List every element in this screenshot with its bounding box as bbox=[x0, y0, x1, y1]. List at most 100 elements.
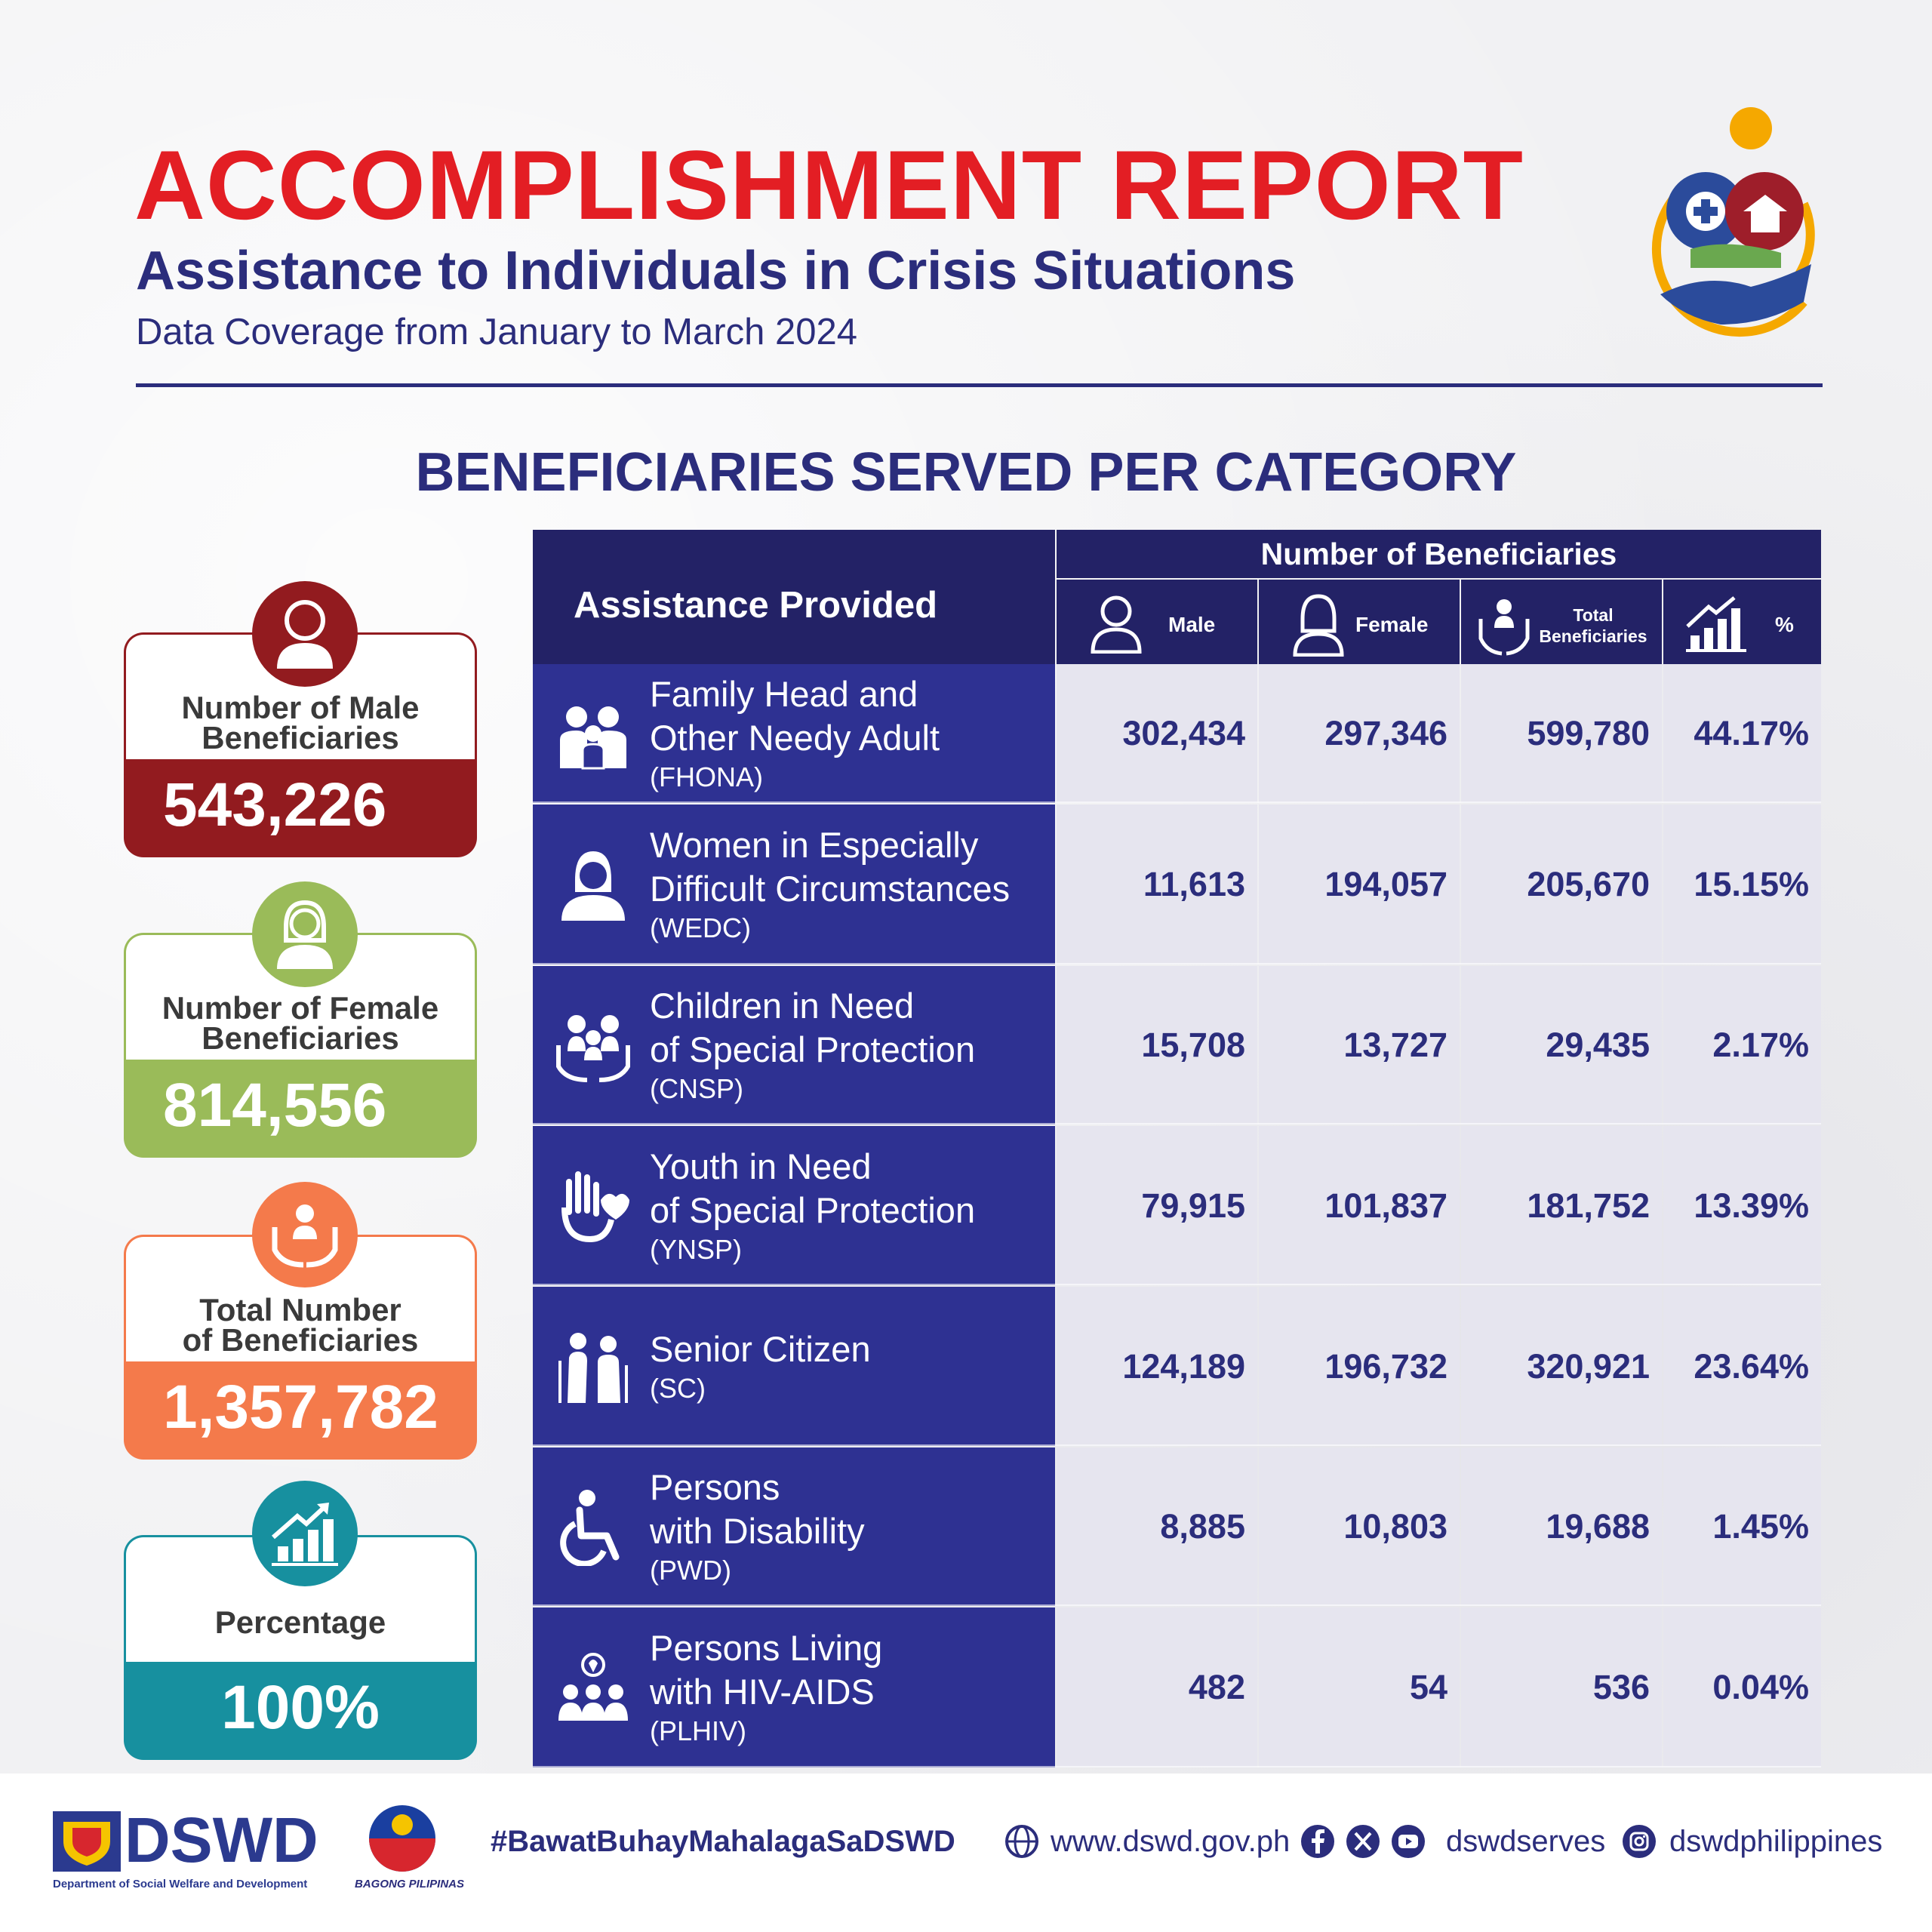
row-divider bbox=[533, 963, 1821, 964]
male-card-label-2: Beneficiaries bbox=[202, 720, 399, 755]
category-abbreviation: (SC) bbox=[650, 1373, 706, 1404]
category-name-line1: Women in Especially bbox=[650, 825, 979, 865]
male-column-icon bbox=[1091, 595, 1142, 654]
male-value: 302,434 bbox=[1057, 664, 1257, 803]
category-cell: Children in Need of Special Protection (CN… bbox=[533, 966, 1055, 1124]
category-abbreviation: (WEDC) bbox=[650, 912, 751, 943]
table-row: Senior Citizen (SC) 124,189 196,732 320,921 2… bbox=[533, 1287, 1821, 1446]
website-link[interactable]: www.dswd.gov.ph bbox=[1051, 1825, 1291, 1858]
total-value: 599,780 bbox=[1461, 664, 1662, 803]
female-value: 101,837 bbox=[1259, 1126, 1460, 1285]
male-value: 11,613 bbox=[1057, 804, 1257, 964]
category-abbreviation: (FHONA) bbox=[650, 761, 763, 792]
hands-care-icon bbox=[252, 1182, 358, 1287]
pct-value: 2.17% bbox=[1663, 966, 1821, 1124]
female-value: 196,732 bbox=[1259, 1287, 1460, 1446]
total-count: 1,357,782 bbox=[124, 1361, 477, 1460]
male-column-label: Male bbox=[1168, 613, 1216, 636]
instagram-icon[interactable] bbox=[1621, 1823, 1657, 1860]
beneficiaries-group-header: Number of Beneficiaries bbox=[1057, 530, 1821, 578]
row-divider bbox=[533, 1284, 1821, 1285]
category-name-line1: Persons bbox=[650, 1467, 780, 1507]
section-title: BENEFICIARIES SERVED PER CATEGORY bbox=[415, 442, 1517, 503]
seniors-icon bbox=[558, 1333, 628, 1403]
total-value: 536 bbox=[1461, 1607, 1662, 1767]
row-divider bbox=[533, 1123, 1821, 1124]
row-divider bbox=[533, 1604, 1821, 1606]
total-value: 29,435 bbox=[1461, 966, 1662, 1124]
male-value: 482 bbox=[1057, 1607, 1257, 1767]
table-row: Youth in Need of Special Protection (YNSP)… bbox=[533, 1126, 1821, 1285]
data-coverage: Data Coverage from January to March 2024 bbox=[136, 312, 857, 352]
total-column-header: Total Beneficiaries bbox=[1461, 580, 1662, 664]
header-divider bbox=[136, 383, 1823, 387]
woman-icon bbox=[561, 851, 625, 921]
total-value: 320,921 bbox=[1461, 1287, 1662, 1446]
aics-logo-icon bbox=[1651, 107, 1815, 337]
row-divider bbox=[533, 1444, 1821, 1446]
table-row: Persons Living with HIV-AIDS (PLHIV) 482 54 5… bbox=[533, 1607, 1821, 1767]
row-divider bbox=[533, 801, 1821, 803]
category-name-line2: Difficult Circumstances bbox=[650, 869, 1011, 909]
female-user-icon bbox=[252, 881, 358, 987]
beneficiaries-table: Assistance Provided Number of Beneficiar… bbox=[533, 530, 1821, 1767]
bagong-pilipinas-text: BAGONG PILIPINAS bbox=[355, 1878, 465, 1890]
percentage-card-label: Percentage bbox=[214, 1604, 386, 1640]
facebook-icon[interactable] bbox=[1300, 1823, 1336, 1860]
total-value: 181,752 bbox=[1461, 1126, 1662, 1285]
female-value: 194,057 bbox=[1259, 804, 1460, 964]
female-value: 297,346 bbox=[1259, 664, 1460, 803]
category-abbreviation: (PLHIV) bbox=[650, 1715, 747, 1746]
pct-value: 1.45% bbox=[1663, 1447, 1821, 1606]
total-value: 19,688 bbox=[1461, 1447, 1662, 1606]
pct-value: 23.64% bbox=[1663, 1287, 1821, 1446]
assistance-header-label: Assistance Provided bbox=[574, 585, 938, 626]
category-cell: Senior Citizen (SC) bbox=[533, 1287, 1055, 1446]
male-card-label-1: Number of Male bbox=[181, 690, 420, 725]
category-name-line2: with Disability bbox=[650, 1511, 865, 1551]
female-value: 10,803 bbox=[1259, 1447, 1460, 1606]
percent-column-icon bbox=[1686, 596, 1746, 652]
category-name-line1: Youth in Need bbox=[650, 1146, 872, 1186]
youtube-icon[interactable] bbox=[1390, 1823, 1426, 1860]
table-row: Children in Need of Special Protection (CN… bbox=[533, 966, 1821, 1124]
globe-icon bbox=[1005, 1825, 1038, 1858]
category-name-line1: Family Head and bbox=[650, 674, 918, 714]
category-name-line1: Senior Citizen bbox=[650, 1329, 871, 1369]
category-name-line1: Children in Need bbox=[650, 986, 915, 1026]
total-column-label-2: Beneficiaries bbox=[1539, 626, 1647, 646]
total-card-label-1: Total Number bbox=[199, 1292, 401, 1327]
total-column-icon bbox=[1478, 599, 1530, 656]
table-row: Persons with Disability (PWD) 8,885 10,803 19… bbox=[533, 1447, 1821, 1606]
female-count: 814,556 bbox=[124, 1060, 477, 1158]
male-count: 543,226 bbox=[124, 759, 477, 857]
bagong-pilipinas-logo-icon bbox=[369, 1805, 435, 1872]
percent-column-header: % bbox=[1663, 580, 1821, 664]
social-handle-dswdphilippines[interactable]: dswdphilippines bbox=[1669, 1825, 1883, 1858]
category-name-line2: with HIV-AIDS bbox=[650, 1672, 875, 1712]
family-icon bbox=[560, 706, 626, 770]
youth-hands-icon bbox=[561, 1171, 629, 1243]
wheelchair-icon bbox=[560, 1490, 620, 1566]
footer: DSWD Department of Social Welfare and De… bbox=[0, 1774, 1932, 1932]
percentage-value: 100% bbox=[124, 1662, 477, 1760]
total-card-label-2: of Beneficiaries bbox=[182, 1322, 419, 1358]
male-value: 79,915 bbox=[1057, 1126, 1257, 1285]
female-column-header: Female bbox=[1259, 580, 1460, 664]
percent-column-label: % bbox=[1775, 613, 1794, 636]
female-value: 54 bbox=[1259, 1607, 1460, 1767]
social-handle-dswdserves[interactable]: dswdserves bbox=[1446, 1825, 1606, 1858]
pct-value: 0.04% bbox=[1663, 1607, 1821, 1767]
category-cell: Family Head and Other Needy Adult (FHONA) bbox=[533, 664, 1055, 803]
pct-value: 15.15% bbox=[1663, 804, 1821, 964]
dswd-logo-icon bbox=[53, 1811, 121, 1872]
x-twitter-icon[interactable] bbox=[1345, 1823, 1381, 1860]
growth-chart-icon bbox=[252, 1481, 358, 1586]
row-divider bbox=[533, 1766, 1821, 1767]
children-icon bbox=[556, 1015, 630, 1082]
table-row: Women in Especially Difficult Circumstanc… bbox=[533, 804, 1821, 964]
category-abbreviation: (CNSP) bbox=[650, 1073, 743, 1104]
male-value: 8,885 bbox=[1057, 1447, 1257, 1606]
hashtag: #BawatBuhayMahalagaSaDSWD bbox=[491, 1825, 955, 1858]
dswd-full-name: Department of Social Welfare and Develop… bbox=[53, 1878, 308, 1890]
